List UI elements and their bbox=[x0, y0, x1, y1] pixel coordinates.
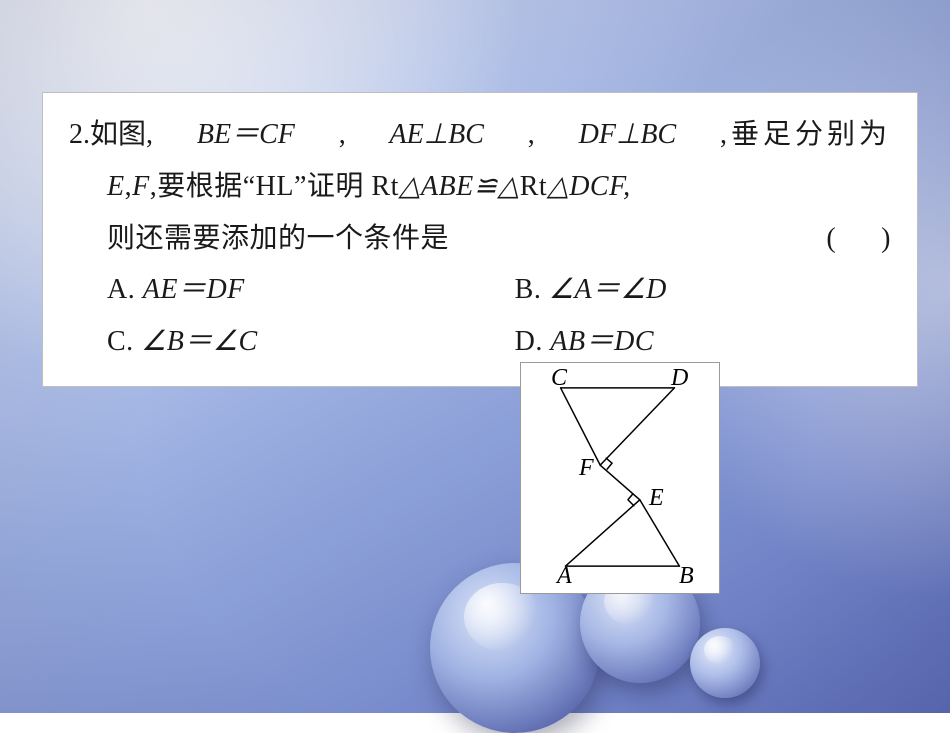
label-a: A bbox=[557, 563, 572, 590]
label-f: F bbox=[579, 455, 594, 482]
option-b: B. ∠A＝∠D bbox=[515, 264, 891, 316]
stem-line-3: 则还需要添加的一个条件是 ( ) bbox=[69, 213, 891, 265]
option-row-2: C. ∠B＝∠C D. AB＝DC bbox=[69, 316, 891, 368]
option-row-1: A. AE＝DF B. ∠A＝∠D bbox=[69, 264, 891, 316]
figure-svg bbox=[521, 363, 719, 593]
label-e: E bbox=[649, 485, 664, 512]
label-d: D bbox=[671, 365, 688, 392]
option-d: D. AB＝DC bbox=[515, 316, 891, 368]
sphere-decor-small bbox=[690, 628, 760, 698]
label-b: B bbox=[679, 563, 694, 590]
option-a: A. AE＝DF bbox=[107, 264, 515, 316]
label-c: C bbox=[551, 365, 567, 392]
stem-line-1: 2.如图, BE＝CF , AE⊥BC , DF⊥BC ,垂足分别为 bbox=[69, 109, 891, 161]
answer-blank: ( ) bbox=[826, 213, 891, 265]
option-c: C. ∠B＝∠C bbox=[107, 316, 515, 368]
question-panel: 2.如图, BE＝CF , AE⊥BC , DF⊥BC ,垂足分别为 E,F,要… bbox=[42, 92, 918, 387]
stem-line-2: E,F,要根据“HL”证明 Rt△ABE≌△Rt△DCF, bbox=[69, 161, 891, 213]
geometry-figure: C D F E A B bbox=[520, 362, 720, 594]
question-number: 2. bbox=[69, 119, 90, 150]
